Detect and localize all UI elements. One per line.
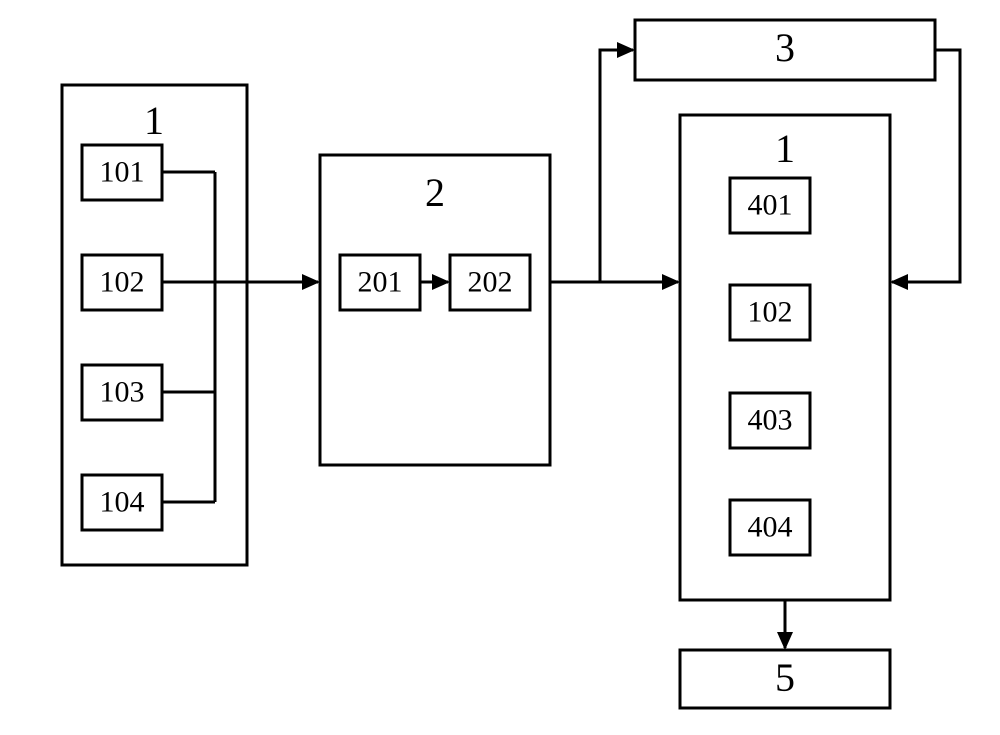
node-n402-label: 102 (748, 295, 793, 328)
edge-7 (600, 50, 633, 282)
node-n403-label: 403 (748, 403, 793, 436)
group-g3-label: 3 (775, 25, 795, 70)
edge-8 (892, 50, 960, 282)
group-g2-label: 2 (425, 170, 445, 215)
node-n201-label: 201 (358, 265, 403, 298)
node-n102-label: 102 (100, 265, 145, 298)
node-n401-label: 401 (748, 188, 793, 221)
group-g5-label: 5 (775, 655, 795, 700)
node-n101-label: 101 (100, 155, 145, 188)
group-g1-label: 1 (144, 98, 164, 143)
node-n104-label: 104 (100, 485, 145, 518)
node-n202-label: 202 (468, 265, 513, 298)
node-n103-label: 103 (100, 375, 145, 408)
block-diagram: 1 2 3 1 5 101 102 103 104 201 202 401 102 403 404 (0, 0, 1000, 735)
group-g4-label: 1 (775, 126, 795, 171)
node-n404-label: 404 (748, 510, 793, 543)
